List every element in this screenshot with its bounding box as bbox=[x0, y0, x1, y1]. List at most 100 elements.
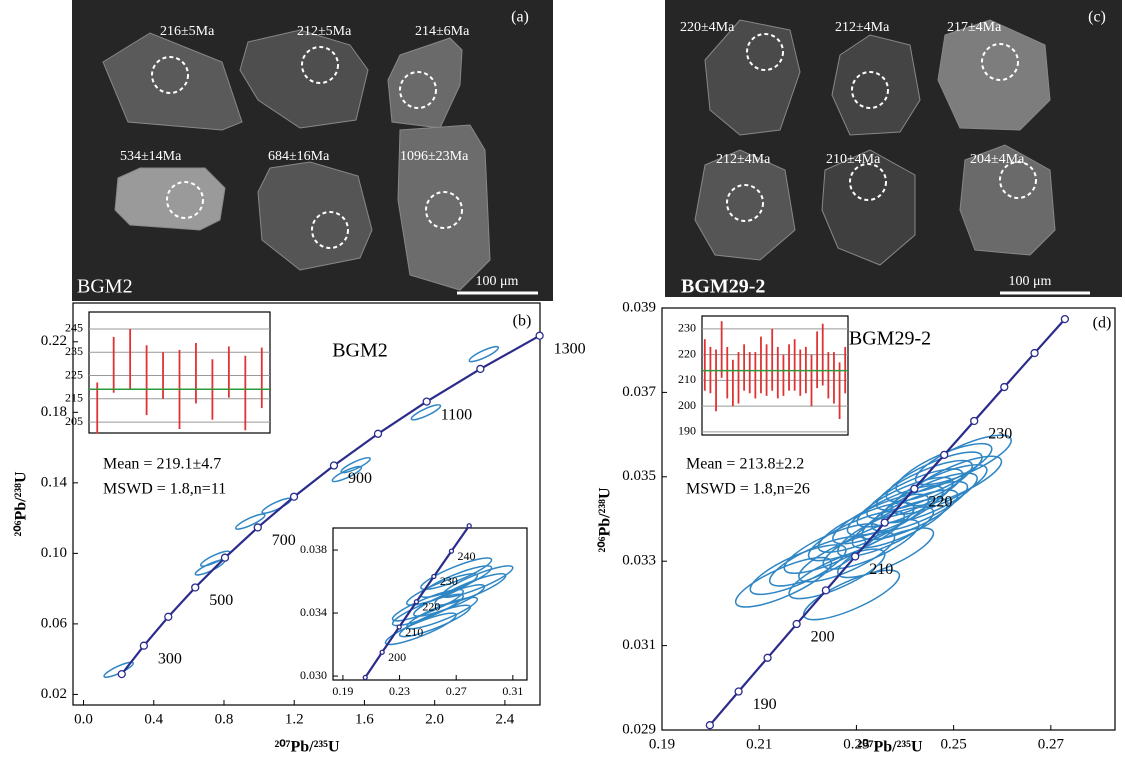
y-tick-label: 230 bbox=[678, 321, 696, 335]
error-ellipse bbox=[410, 404, 442, 421]
analysis-spot bbox=[999, 161, 1037, 199]
zircon-grain bbox=[937, 19, 1051, 131]
error-ellipse bbox=[788, 548, 886, 600]
age-label: 210 bbox=[869, 561, 893, 578]
age-point bbox=[476, 364, 485, 374]
scale-label: 100 μm bbox=[1009, 274, 1052, 289]
age-label: 230 bbox=[988, 426, 1012, 443]
age-point bbox=[362, 674, 368, 681]
spot-age: 534±14Ma bbox=[120, 149, 182, 164]
y-tick-label: 225 bbox=[65, 367, 83, 381]
age-point bbox=[289, 492, 299, 501]
age-label: 500 bbox=[209, 592, 233, 609]
y-tick-label: 215 bbox=[65, 391, 83, 405]
age-point bbox=[191, 583, 200, 592]
y-tick-label: 220 bbox=[678, 346, 696, 360]
error-ellipse bbox=[836, 527, 935, 579]
x-tick-label: 0.19 bbox=[649, 736, 675, 752]
panel-label: (b) bbox=[513, 313, 532, 330]
y-tick-label: 0.033 bbox=[622, 553, 656, 569]
y-tick-label: 210 bbox=[678, 372, 696, 386]
spot-age: 210±4Ma bbox=[826, 152, 881, 167]
ellipses bbox=[384, 557, 514, 646]
age-point bbox=[535, 331, 544, 340]
age-label: 1300 bbox=[554, 340, 586, 357]
zircon-grain bbox=[959, 144, 1056, 256]
age-label: 1100 bbox=[441, 406, 472, 423]
error-ellipse bbox=[234, 513, 266, 530]
sample-name: BGM29-2 bbox=[681, 276, 765, 298]
concordia-curve bbox=[120, 334, 541, 675]
age-point bbox=[373, 429, 383, 438]
analysis-spot bbox=[311, 211, 349, 249]
age-point bbox=[329, 461, 339, 470]
annotation: Mean = 219.1±4.7 bbox=[103, 456, 221, 473]
zircon-grain bbox=[387, 37, 463, 129]
analysis-spot bbox=[851, 71, 889, 109]
panel-label: (d) bbox=[1093, 315, 1112, 332]
y-tick-label: 0.029 bbox=[622, 721, 656, 737]
y-axis-label: ²⁰⁶Pb/²³⁸U bbox=[13, 471, 30, 537]
age-point bbox=[422, 397, 431, 406]
age-point bbox=[431, 573, 437, 580]
age-label: 210 bbox=[405, 625, 423, 639]
spot-age: 684±16Ma bbox=[268, 149, 330, 164]
age-point bbox=[880, 518, 889, 527]
y-tick-label: 0.22 bbox=[41, 333, 67, 349]
error-ellipse bbox=[468, 345, 500, 363]
ellipses bbox=[734, 434, 1012, 621]
age-point bbox=[379, 649, 385, 655]
x-tick-label: 0.27 bbox=[1038, 736, 1065, 752]
x-tick-label: 0.19 bbox=[332, 684, 353, 698]
analysis-spot bbox=[425, 191, 463, 229]
age-label: 190 bbox=[753, 696, 777, 713]
y-tick-label: 0.031 bbox=[622, 637, 656, 653]
age-point bbox=[466, 523, 472, 529]
x-tick-label: 0.25 bbox=[941, 736, 967, 752]
x-tick-label: 2.4 bbox=[496, 711, 515, 727]
age-point bbox=[970, 416, 979, 426]
x-tick-label: 0.8 bbox=[215, 711, 234, 727]
x-tick-label: 1.6 bbox=[355, 711, 374, 727]
analysis-spot bbox=[301, 46, 339, 84]
error-ellipse bbox=[846, 485, 944, 537]
spot-age: 204±4Ma bbox=[970, 152, 1025, 167]
x-tick-label: 0.21 bbox=[746, 736, 772, 752]
ellipses bbox=[103, 345, 500, 678]
age-point bbox=[448, 548, 455, 554]
error-ellipse bbox=[890, 463, 988, 515]
x-tick-label: 2.0 bbox=[425, 711, 444, 727]
y-tick-label: 0.039 bbox=[622, 299, 656, 315]
analysis-spot bbox=[981, 43, 1019, 81]
age-point bbox=[139, 641, 149, 650]
y-tick-label: 0.037 bbox=[622, 384, 656, 400]
age-point bbox=[910, 484, 919, 493]
plot-frame bbox=[701, 315, 849, 436]
age-point bbox=[821, 586, 831, 595]
age-point bbox=[396, 624, 402, 630]
zircon-grain bbox=[114, 167, 226, 231]
y-tick-label: 245 bbox=[65, 321, 83, 335]
error-ellipse bbox=[905, 455, 1003, 507]
analysis-spot bbox=[726, 184, 764, 222]
x-tick-label: 0.0 bbox=[74, 711, 93, 727]
spot-age: 1096±23Ma bbox=[400, 149, 469, 164]
age-point bbox=[253, 523, 262, 532]
sample-name: BGM2 bbox=[77, 276, 133, 298]
chart-title: BGM29-2 bbox=[849, 328, 931, 350]
analysis-spot bbox=[166, 181, 204, 219]
error-ellipse bbox=[871, 480, 969, 532]
error-ellipse bbox=[866, 468, 964, 520]
age-point bbox=[763, 653, 772, 662]
zircon-grain bbox=[102, 32, 243, 131]
age-point bbox=[1000, 382, 1009, 392]
error-ellipse bbox=[391, 588, 464, 622]
zircon-grain bbox=[831, 34, 921, 136]
x-axis-label: ²⁰⁷Pb/²³⁵U bbox=[857, 739, 923, 756]
error-ellipse bbox=[856, 476, 954, 528]
concordia-clip bbox=[120, 334, 541, 675]
age-point bbox=[117, 669, 126, 679]
error-ellipse bbox=[384, 612, 457, 646]
y-tick-label: 0.18 bbox=[41, 404, 67, 420]
